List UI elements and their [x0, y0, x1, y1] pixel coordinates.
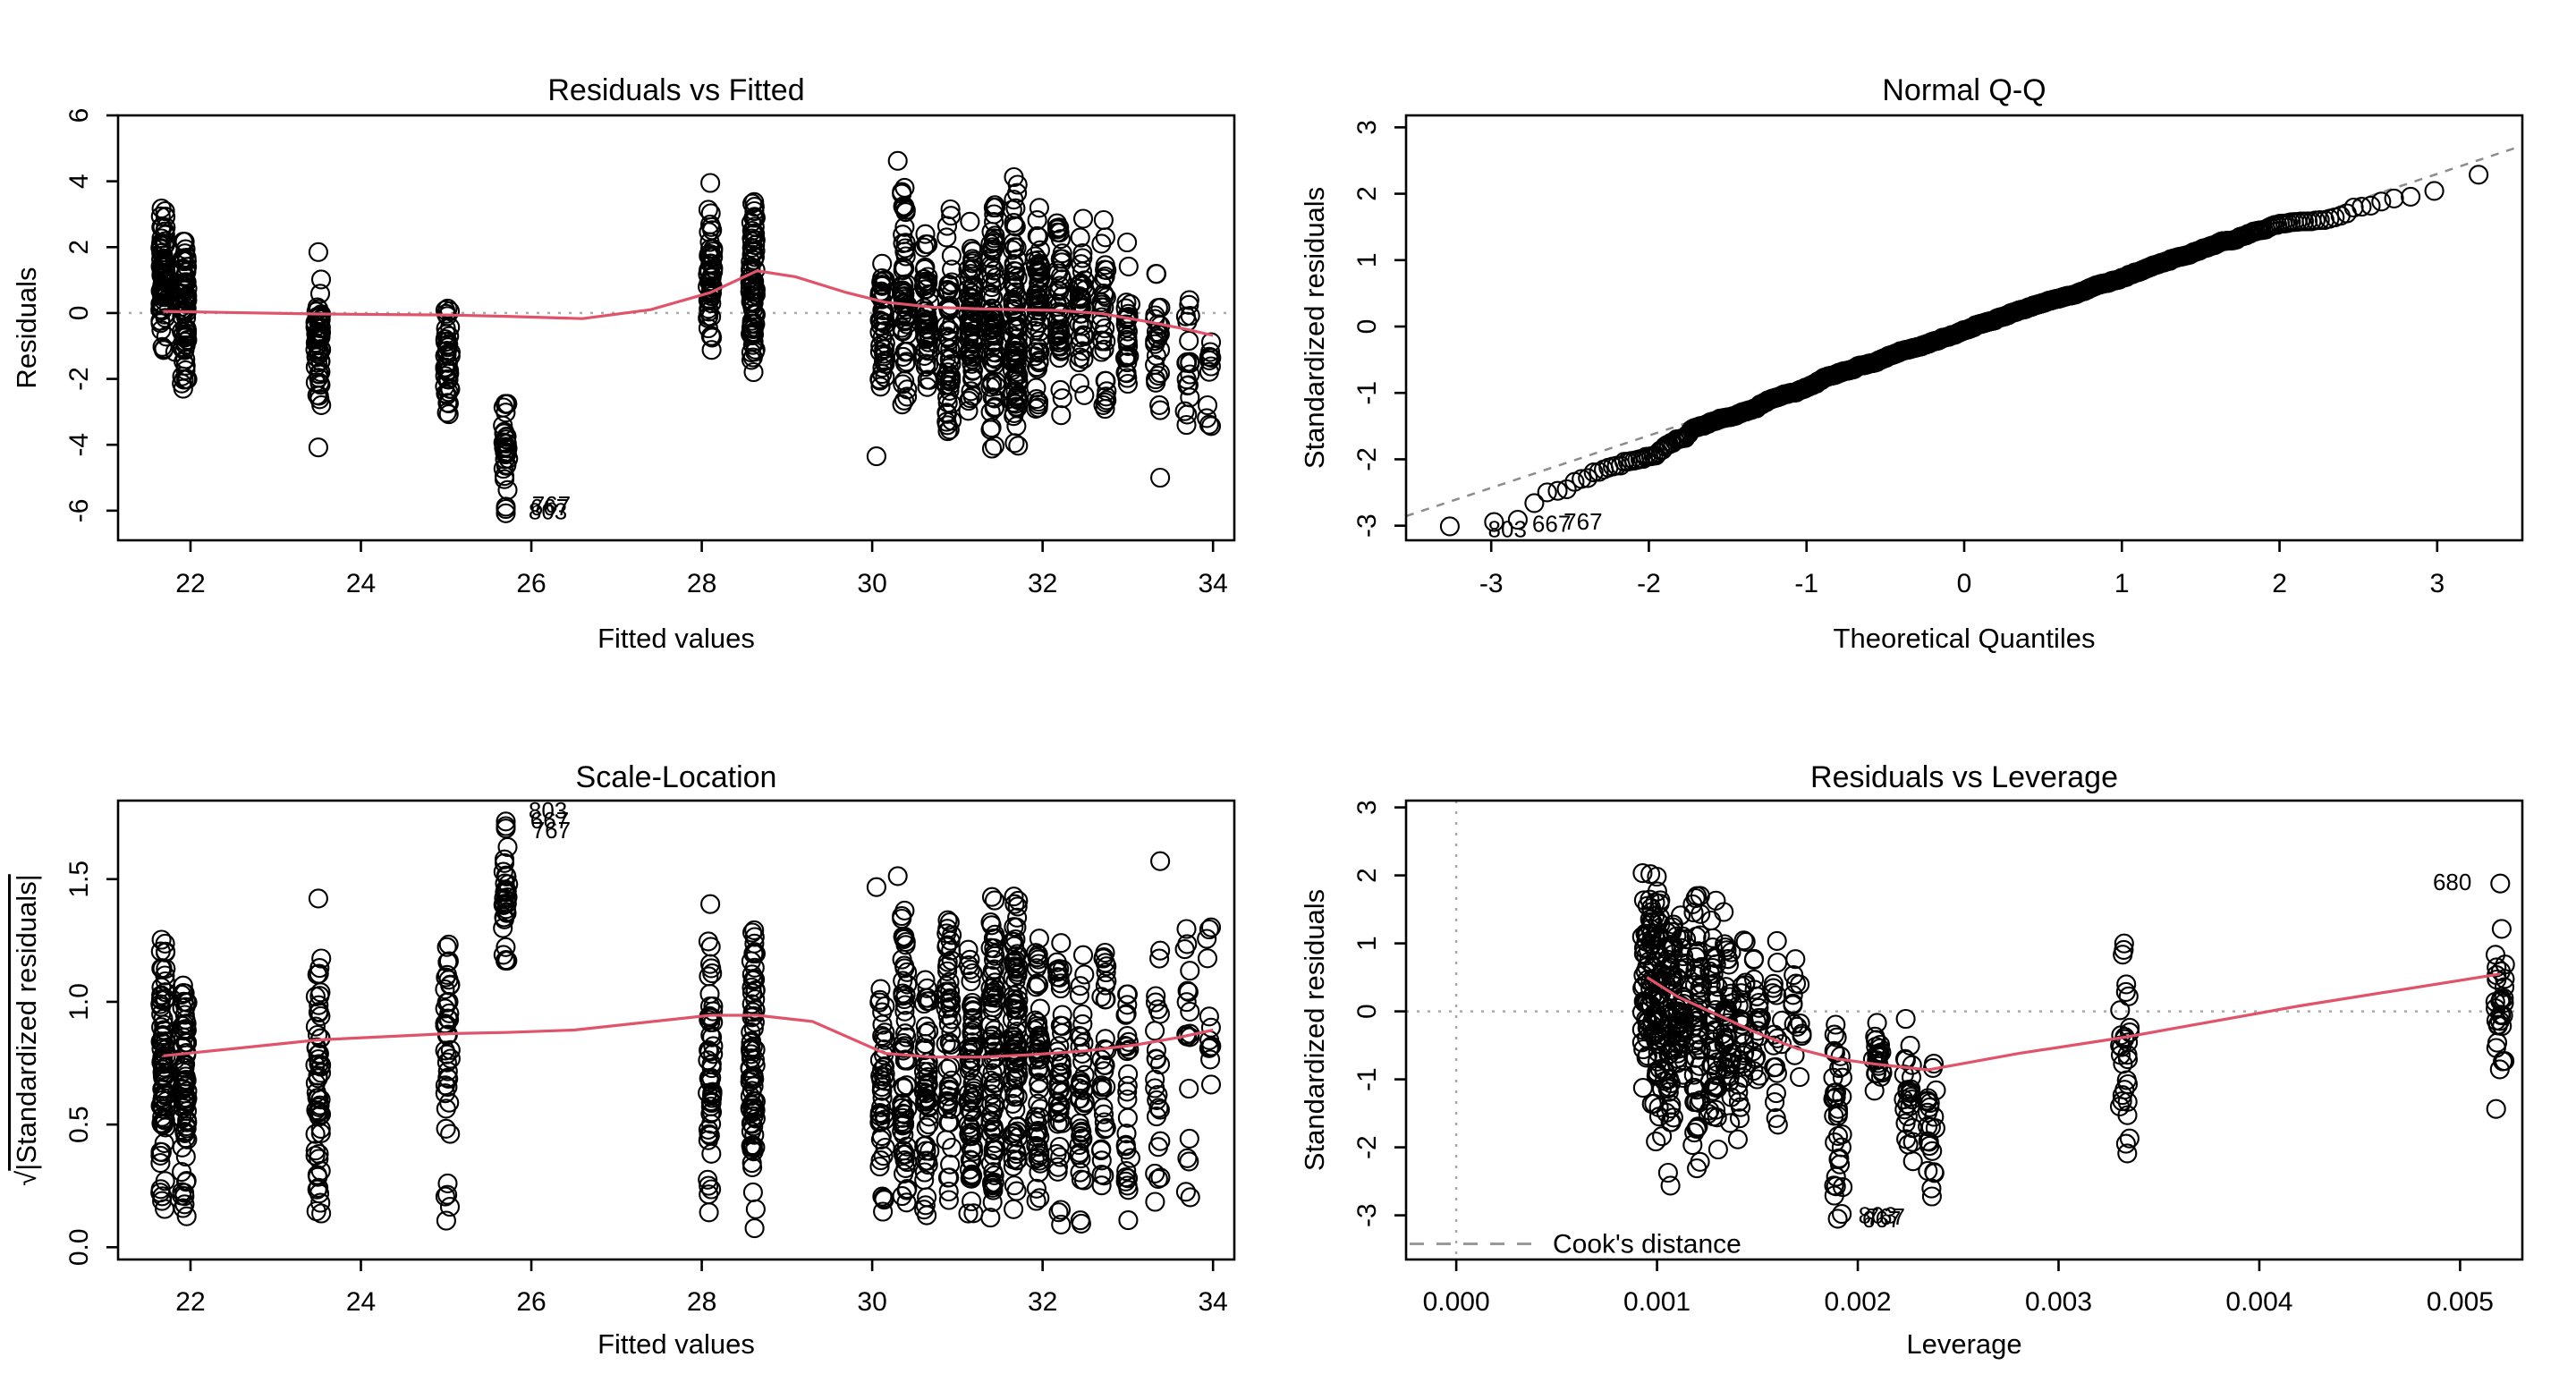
svg-text:32: 32 [1028, 569, 1057, 598]
svg-text:34: 34 [1198, 1287, 1227, 1317]
svg-text:30: 30 [857, 569, 886, 598]
residuals-vs-leverage-outlier-label: 803 [1859, 1202, 1897, 1229]
svg-text:-2: -2 [64, 367, 94, 391]
panel-residuals-vs-leverage: 0.000 0.001 0.002 0.003 0.004 0.005 -3 -2 -1 0 1 2 3… [1288, 687, 2576, 1374]
normal-qq-title: Normal Q-Q [1882, 73, 2046, 107]
scale-location-points [150, 811, 1222, 1239]
svg-text:2: 2 [1352, 868, 1382, 883]
residuals-vs-leverage-xlabel: Leverage [1906, 1328, 2021, 1360]
svg-text:-2: -2 [1352, 447, 1382, 471]
svg-text:30: 30 [857, 1287, 886, 1317]
svg-text:1.0: 1.0 [64, 983, 94, 1021]
residuals-vs-leverage-points [1631, 863, 2515, 1229]
svg-text:-1: -1 [1352, 381, 1382, 405]
cooks-distance-legend-label: Cook's distance [1553, 1230, 1741, 1260]
svg-text:-3: -3 [1352, 1203, 1382, 1227]
residuals-vs-leverage-outlier-label: 667 [1862, 1206, 1901, 1233]
svg-text:22: 22 [175, 569, 205, 598]
svg-text:0.003: 0.003 [2025, 1287, 2092, 1317]
normal-qq-outlier-label: 803 [1488, 515, 1527, 542]
svg-text:0: 0 [64, 306, 94, 321]
svg-text:0.0: 0.0 [64, 1228, 94, 1266]
svg-text:0.001: 0.001 [1623, 1287, 1690, 1317]
svg-text:1: 1 [1352, 252, 1382, 267]
svg-text:2: 2 [2272, 569, 2287, 598]
residuals-vs-fitted-title: Residuals vs Fitted [547, 73, 804, 107]
svg-text:-2: -2 [1637, 569, 1661, 598]
scale-location-outlier-label: 667 [530, 807, 569, 834]
normal-qq-xlabel: Theoretical Quantiles [1834, 623, 2096, 654]
svg-text:24: 24 [346, 1287, 376, 1317]
normal-qq-outlier-label: 667 [1532, 510, 1571, 537]
svg-text:0: 0 [1352, 319, 1382, 335]
svg-text:3: 3 [2429, 569, 2445, 598]
svg-text:28: 28 [687, 1287, 716, 1317]
svg-text:22: 22 [175, 1287, 205, 1317]
svg-text:3: 3 [1352, 800, 1382, 815]
svg-text:34: 34 [1198, 569, 1227, 598]
residuals-vs-fitted-outlier-label: 767 [532, 491, 571, 518]
scale-location-title: Scale-Location [576, 760, 777, 794]
svg-text:-1: -1 [1352, 1067, 1382, 1091]
residuals-vs-fitted-smoother-line [163, 269, 1214, 337]
svg-text:2: 2 [1352, 186, 1382, 201]
svg-text:0.002: 0.002 [1824, 1287, 1891, 1317]
residuals-vs-leverage-outlier-label: 680 [2433, 869, 2471, 895]
residuals-vs-fitted-outlier-label: 803 [529, 498, 567, 525]
normal-qq-points [1439, 165, 2489, 537]
scale-location-smoother-line [163, 1014, 1214, 1059]
svg-text:-2: -2 [1352, 1135, 1382, 1159]
residuals-vs-leverage-outlier-label: 767 [1867, 1203, 1905, 1230]
svg-text:0.000: 0.000 [1423, 1287, 1490, 1317]
svg-text:-3: -3 [1352, 513, 1382, 538]
svg-text:0: 0 [1352, 1004, 1382, 1019]
svg-text:2: 2 [64, 240, 94, 255]
normal-qq-ylabel: Standardized residuals [1299, 187, 1330, 469]
residuals-vs-fitted-points [150, 150, 1222, 523]
svg-text:24: 24 [346, 569, 376, 598]
residuals-vs-leverage-title: Residuals vs Leverage [1810, 760, 2118, 794]
residuals-vs-leverage-plot: 0.000 0.001 0.002 0.003 0.004 0.005 -3 -2 -1 0 1 2 3… [1299, 760, 2524, 1360]
scale-location-ylabel: √|Standardized residuals| [11, 874, 42, 1185]
scale-location-outlier-label: 803 [529, 797, 567, 824]
svg-text:1: 1 [2114, 569, 2130, 598]
svg-text:0.004: 0.004 [2225, 1287, 2292, 1317]
svg-text:6: 6 [64, 108, 94, 123]
residuals-vs-fitted-xlabel: Fitted values [597, 623, 755, 654]
panel-scale-location: 22 24 26 28 30 32 34 0.0 0.5 1.0 1.5 Scale-Location… [0, 687, 1288, 1374]
svg-text:0.5: 0.5 [64, 1106, 94, 1143]
scale-location-plot: 22 24 26 28 30 32 34 0.0 0.5 1.0 1.5 Scale-Location… [11, 760, 1236, 1360]
panel-normal-qq: -3 -2 -1 0 1 2 3 -3 -2 -1 0 1 2 3 Normal Q-Q Theoretica… [1288, 0, 2576, 687]
svg-text:26: 26 [516, 1287, 546, 1317]
residuals-vs-fitted-ylabel: Residuals [11, 267, 42, 388]
svg-text:-6: -6 [64, 499, 94, 523]
svg-text:0.005: 0.005 [2427, 1287, 2494, 1317]
svg-text:0: 0 [1957, 569, 1972, 598]
residuals-vs-leverage-ylabel: Standardized residuals [1299, 889, 1330, 1171]
normal-qq-outlier-label: 767 [1563, 508, 1602, 535]
svg-text:28: 28 [687, 569, 716, 598]
svg-text:4: 4 [64, 174, 94, 189]
residuals-vs-leverage-smoother-line [1646, 972, 2501, 1072]
normal-qq-plot: -3 -2 -1 0 1 2 3 -3 -2 -1 0 1 2 3 Normal Q-Q Theoretica… [1299, 73, 2524, 654]
svg-text:-1: -1 [1794, 569, 1818, 598]
svg-text:3: 3 [1352, 120, 1382, 135]
svg-text:-4: -4 [64, 433, 94, 457]
svg-text:-3: -3 [1479, 569, 1504, 598]
svg-text:1: 1 [1352, 936, 1382, 951]
scale-location-xlabel: Fitted values [597, 1328, 755, 1360]
svg-text:26: 26 [516, 569, 546, 598]
panel-residuals-vs-fitted: 22 24 26 28 30 32 34 -6 -4 -2 0 2 4 6 Residuals vs Fit… [0, 0, 1288, 687]
svg-text:1.5: 1.5 [64, 861, 94, 898]
svg-text:32: 32 [1028, 1287, 1057, 1317]
residuals-vs-fitted-outlier-label: 667 [530, 494, 569, 521]
scale-location-outlier-label: 767 [532, 817, 571, 844]
